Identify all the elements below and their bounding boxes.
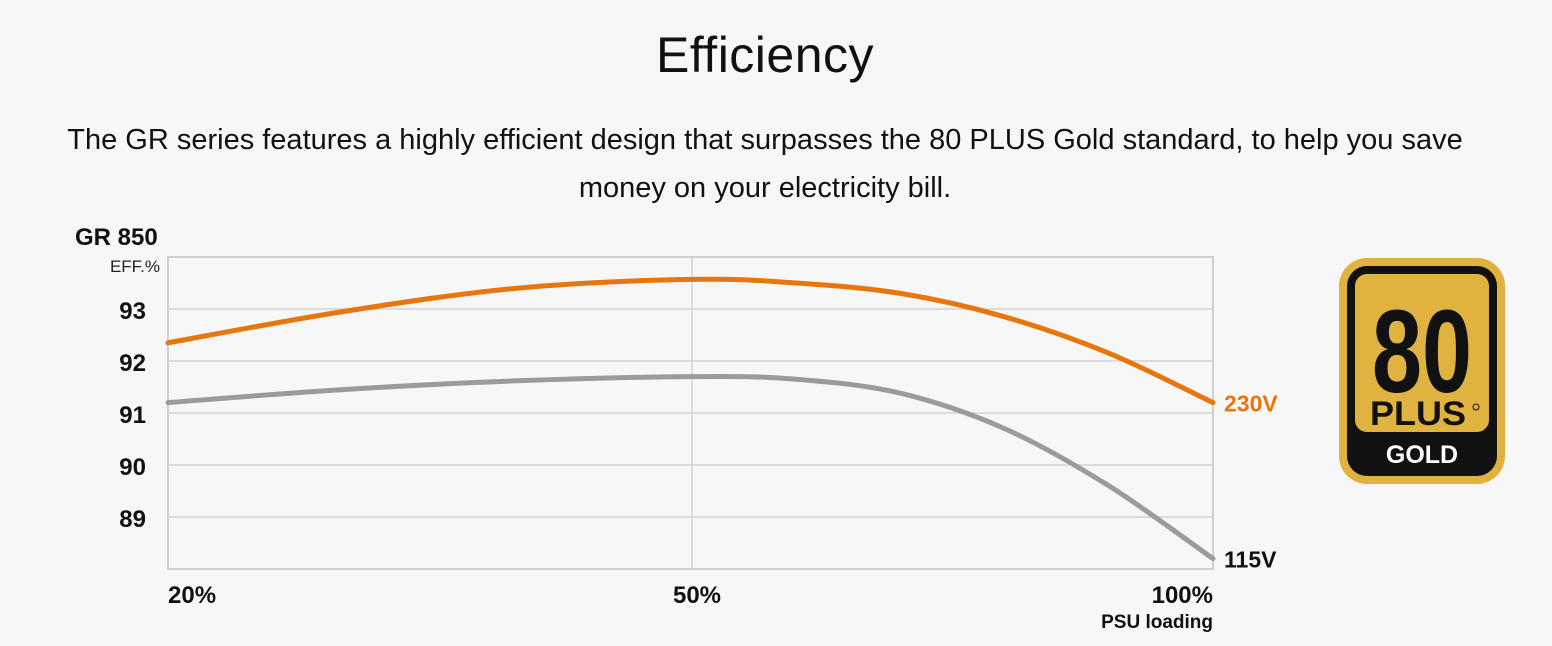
y-tick-label: 90 xyxy=(119,454,146,481)
x-tick-label: 20% xyxy=(168,582,216,609)
chart-grid xyxy=(168,257,1213,569)
page-title: Efficiency xyxy=(655,27,875,83)
badge-tier: GOLD xyxy=(1386,441,1458,469)
y-axis-label: EFF.% xyxy=(110,257,160,276)
page-description: The GR series features a highly efficien… xyxy=(67,124,1463,204)
y-tick-label: 92 xyxy=(119,350,146,377)
y-tick-label: 89 xyxy=(119,506,146,533)
y-tick-label: 91 xyxy=(119,402,146,429)
series-line-230v xyxy=(165,276,1216,406)
80-plus-gold-badge: 80 PLUS GOLD xyxy=(1339,258,1505,484)
chart-labels: 93 92 91 90 89 20% 50% 100% GR 850 EFF.% PSU loadi… xyxy=(75,224,1278,633)
chart-series xyxy=(165,276,1216,562)
efficiency-chart: 93 92 91 90 89 20% 50% 100% GR 850 EFF.% PSU loadi… xyxy=(75,224,1278,633)
x-tick-label: 100% xyxy=(1152,582,1213,609)
badge-plus: PLUS xyxy=(1370,395,1466,433)
badge-panel xyxy=(1355,274,1489,432)
badge-number: 80 xyxy=(1372,286,1472,418)
series-label-115v: 115V xyxy=(1224,547,1277,573)
series-line-115v xyxy=(165,373,1216,562)
registered-mark-icon xyxy=(1472,403,1480,411)
chart-title: GR 850 xyxy=(75,224,158,251)
x-tick-label: 50% xyxy=(673,582,721,609)
y-tick-label: 93 xyxy=(119,298,146,325)
x-axis-label: PSU loading xyxy=(1101,612,1213,633)
plot-border xyxy=(167,256,1214,570)
series-label-230v: 230V xyxy=(1224,391,1278,417)
